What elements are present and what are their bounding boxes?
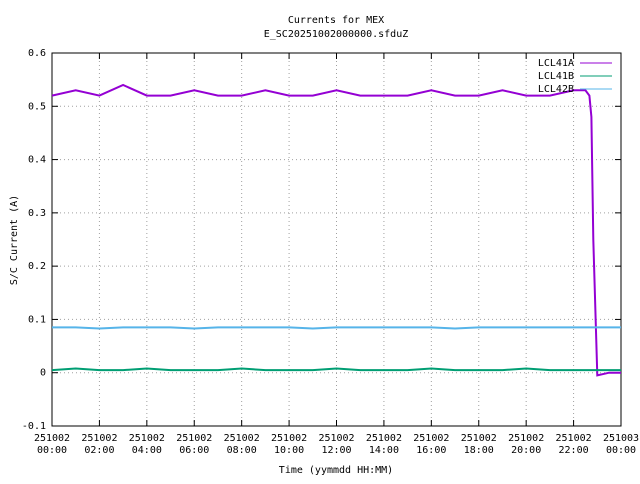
- x-tick-label: 251002 10:00: [271, 433, 307, 456]
- x-tick-label: 251002 18:00: [461, 433, 497, 456]
- x-tick-label: 251002 20:00: [508, 433, 544, 456]
- y-axis-label: S/C Current (A): [9, 195, 20, 285]
- legend-label: LCL41B: [538, 71, 574, 82]
- x-tick-label: 251002 00:00: [34, 433, 70, 456]
- y-tick-label: 0: [40, 368, 46, 379]
- x-tick-label: 251002 02:00: [81, 433, 117, 456]
- series-line: [51, 367, 621, 372]
- series-line: [52, 326, 621, 330]
- x-tick-label: 251002 06:00: [176, 433, 212, 456]
- legend-label: LCL42B: [538, 84, 574, 95]
- y-tick-label: 0.3: [28, 208, 46, 219]
- x-tick-label: 251002 08:00: [224, 433, 260, 456]
- y-tick-label: 0.4: [28, 155, 46, 166]
- series-line: [51, 83, 621, 377]
- x-tick-label: 251002 22:00: [556, 433, 592, 456]
- x-tick-label: 251003 00:00: [603, 433, 639, 456]
- y-tick-label: 0.5: [28, 101, 46, 112]
- y-tick-label: 0.1: [28, 314, 46, 325]
- y-tick-label: 0.2: [28, 261, 46, 272]
- x-tick-label: 251002 12:00: [318, 433, 354, 456]
- plot-frame: [51, 52, 622, 427]
- x-tick-label: 251002 04:00: [129, 433, 165, 456]
- x-axis-label: Time (yymmdd HH:MM): [279, 465, 393, 476]
- x-tick-label: 251002 16:00: [413, 433, 449, 456]
- legend-label: LCL41A: [538, 58, 574, 69]
- chart-title: Currents for MEX: [288, 15, 384, 26]
- x-tick-label: 251002 14:00: [366, 433, 402, 456]
- y-tick-label: -0.1: [22, 421, 46, 432]
- y-tick-label: 0.6: [28, 48, 46, 59]
- chart-subtitle: E_SC20251002000000.sfduZ: [264, 29, 409, 40]
